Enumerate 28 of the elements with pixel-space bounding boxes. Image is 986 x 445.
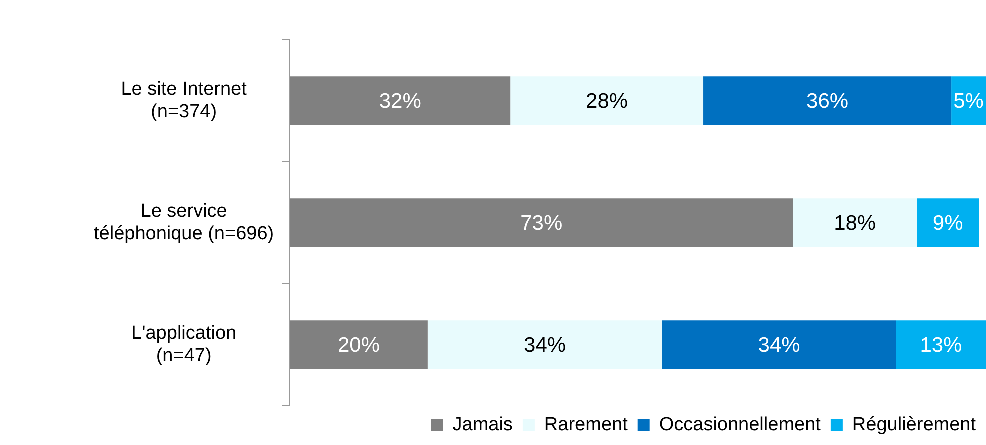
data-label: 34% (524, 334, 566, 357)
data-label: 28% (586, 90, 628, 113)
legend-label: Rarement (544, 414, 629, 436)
bar (428, 320, 662, 370)
bar (290, 320, 428, 370)
bar (290, 198, 794, 248)
bar (793, 198, 918, 248)
data-label: 18% (834, 212, 876, 235)
legend-label: Régulièrement (852, 414, 977, 436)
data-label: 9% (932, 212, 964, 235)
bar (510, 76, 704, 126)
legend-label: Jamais (452, 414, 513, 436)
data-label: 13% (920, 334, 962, 357)
data-label: 32% (379, 90, 422, 113)
data-label: 5% (954, 90, 984, 113)
bar (917, 198, 980, 248)
bar (704, 76, 952, 126)
legend-label: Occasionnellement (659, 414, 822, 436)
data-label: 20% (338, 334, 380, 357)
data-label: 73% (520, 212, 563, 235)
bar (290, 76, 511, 126)
bar (896, 320, 986, 370)
y-tick-label: Le service téléphonique (n=696) (94, 200, 274, 245)
data-label: 34% (758, 334, 800, 357)
y-tick-label: Le site Internet (n=374) (121, 78, 248, 123)
y-tick-label: L'application (n=47) (132, 322, 237, 367)
bar (662, 320, 896, 370)
data-label: 36% (806, 90, 849, 113)
